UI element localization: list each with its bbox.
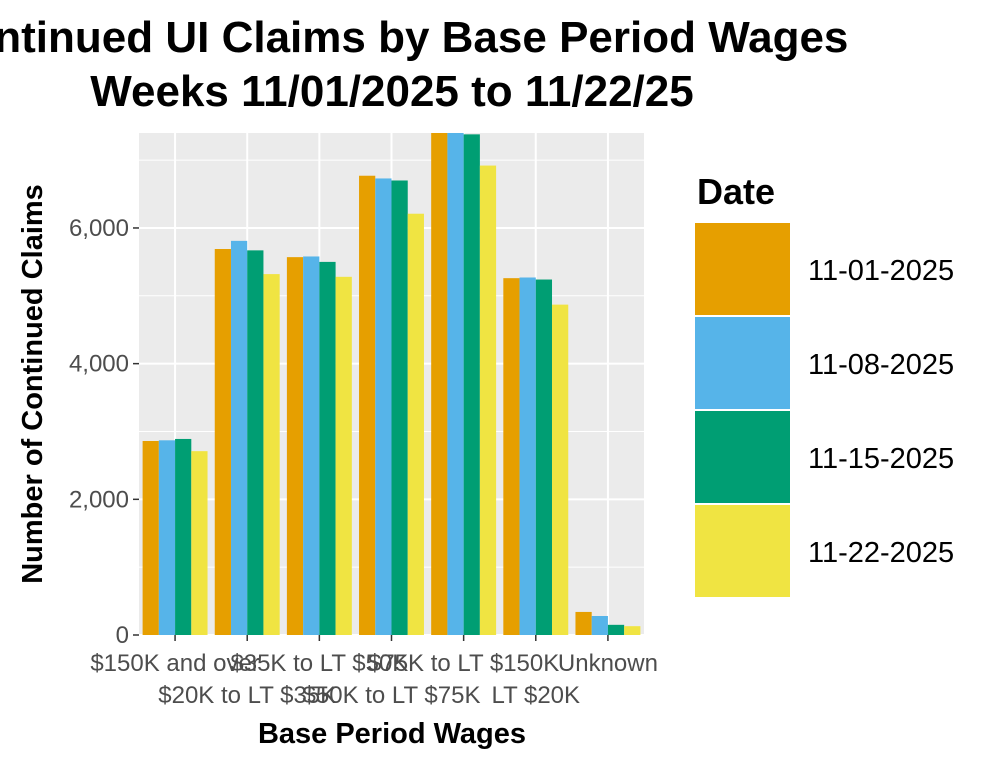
bar [552,304,569,635]
bar [175,438,192,635]
bar [575,611,592,635]
y-tick-label: 0 [116,622,129,649]
bar [214,249,231,636]
x-tick-label: $75K to LT $150K [368,650,559,677]
x-tick-label: LT $20K [492,682,581,709]
x-tick-label: $50K to LT $75K [303,682,481,709]
chart-title-line-1: Continued UI Claims by Base Period Wages [0,13,848,62]
legend-label: 11-22-2025 [808,537,954,569]
bar [479,165,497,635]
bar [191,451,208,635]
x-tick-label: $20K to LT $35K [158,682,336,709]
y-axis-title: Number of Continued Claims [17,184,49,584]
bar [359,175,376,635]
y-axis: 0 2,000 4,000 6,000 [69,215,139,649]
bar [607,624,625,635]
legend-key [695,317,790,409]
x-tick-label: Unknown [558,650,658,677]
legend-key [695,411,790,503]
bar [142,440,159,635]
bar [230,240,248,635]
bar [375,178,392,635]
legend-label: 11-01-2025 [808,255,954,287]
legend-label: 11-08-2025 [808,349,954,381]
y-tick-label: 4,000 [69,351,129,378]
bar [431,133,448,635]
bar [303,256,320,635]
bar [624,626,641,635]
x-tick-label: $35K to LT $50K [230,650,408,677]
y-tick-label: 6,000 [69,215,129,242]
bar [591,616,608,635]
legend-key [695,505,790,597]
bar [503,278,520,635]
chart-title: Continued UI Claims by Base Period Wages… [0,13,848,116]
legend-key [695,223,790,315]
bar [535,279,553,635]
bar [158,440,176,635]
bar [519,277,536,635]
x-axis: $150K and over $20K to LT $35K $35K to LT … [90,635,658,709]
bar [407,213,424,635]
legend-label: 11-15-2025 [808,443,954,475]
legend-title: Date [697,171,775,212]
bar [391,180,408,635]
x-axis-title: Base Period Wages [258,718,526,750]
y-tick-label: 2,000 [69,486,129,513]
bar [263,274,280,635]
bars-group [142,133,641,636]
bar [286,257,304,635]
legend: Date 11-01-2025 11-08-2025 11-15-2025 11-22… [695,171,954,597]
x-tick-label: $150K and over [90,650,259,677]
bar [335,276,352,635]
bar [319,261,336,635]
bar [463,134,480,635]
bar [247,250,264,635]
bar [447,133,464,635]
chart-title-line-2: Weeks 11/01/2025 to 11/22/25 [90,67,693,116]
